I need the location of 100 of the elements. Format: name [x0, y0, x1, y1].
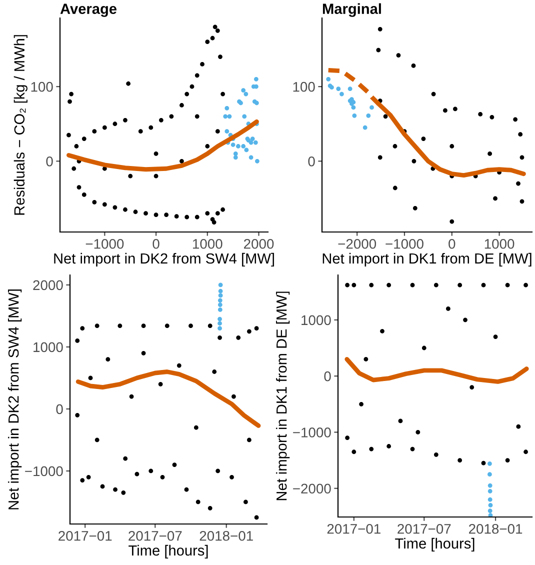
- point: [205, 40, 210, 44]
- point: [253, 140, 258, 145]
- point: [68, 99, 72, 104]
- point: [345, 436, 350, 440]
- y-tick-label: 1000: [302, 315, 331, 326]
- point: [490, 114, 494, 120]
- x-tick-label: 1000: [193, 238, 222, 249]
- point: [134, 472, 140, 476]
- point: [416, 430, 420, 434]
- point: [190, 84, 194, 89]
- point: [112, 205, 118, 210]
- point: [148, 125, 154, 130]
- point: [210, 36, 215, 40]
- point: [236, 144, 240, 148]
- y-tick-label: −1000: [25, 466, 63, 476]
- point: [72, 166, 76, 171]
- line-series: [66, 119, 259, 172]
- point: [412, 158, 416, 164]
- point: [348, 86, 352, 92]
- point: [194, 214, 200, 220]
- point: [158, 118, 164, 122]
- y-axis-title: Net import in DK1 from DE [MW]: [276, 292, 290, 500]
- point: [520, 199, 524, 204]
- point: [218, 316, 222, 322]
- y-tick-label: 1000: [34, 342, 63, 352]
- point: [524, 450, 528, 454]
- y-tick-label: 0: [324, 371, 331, 382]
- x-tick-label: 0: [152, 238, 160, 249]
- point: [82, 136, 86, 141]
- point: [244, 148, 249, 152]
- point: [218, 54, 222, 59]
- y-tick-label: −1000: [293, 428, 331, 438]
- point: [458, 458, 462, 462]
- point: [488, 497, 492, 502]
- point: [421, 136, 426, 141]
- point: [380, 328, 384, 334]
- point: [218, 288, 223, 294]
- point: [254, 515, 259, 520]
- point: [133, 210, 138, 214]
- point: [326, 76, 331, 82]
- point: [138, 129, 143, 134]
- x-tick-label: −1000: [386, 238, 424, 249]
- point: [378, 155, 382, 160]
- point: [230, 474, 234, 480]
- point: [69, 92, 74, 96]
- point: [94, 324, 100, 328]
- point: [80, 326, 85, 331]
- point: [248, 155, 254, 160]
- point: [154, 212, 158, 218]
- point: [184, 214, 190, 220]
- point: [410, 282, 415, 288]
- x-tick-label: −1000: [86, 238, 124, 249]
- point: [254, 326, 259, 331]
- point: [386, 444, 392, 448]
- point: [164, 212, 169, 218]
- point: [244, 92, 248, 96]
- point: [241, 144, 246, 148]
- point: [218, 282, 223, 288]
- x-axis-title: Time [hours]: [128, 544, 208, 559]
- point: [218, 302, 222, 307]
- point: [126, 81, 130, 86]
- point: [431, 92, 436, 96]
- point: [463, 318, 468, 322]
- y-tick-label: 0: [46, 156, 53, 166]
- point: [102, 202, 107, 207]
- point: [369, 446, 374, 452]
- point: [154, 174, 158, 178]
- point: [75, 338, 80, 343]
- point: [386, 282, 392, 288]
- point: [383, 114, 388, 119]
- point: [362, 125, 368, 130]
- point: [242, 114, 247, 119]
- point: [224, 106, 230, 110]
- point: [458, 282, 462, 288]
- point: [92, 129, 97, 134]
- chart-title: Marginal: [322, 3, 381, 17]
- point: [518, 132, 523, 137]
- point: [227, 114, 232, 119]
- point: [102, 125, 107, 130]
- point: [366, 113, 371, 118]
- point: [176, 363, 182, 368]
- point: [233, 152, 238, 156]
- x-tick-label: −2000: [338, 238, 376, 249]
- x-tick-label: 2017−01: [58, 530, 112, 541]
- point: [121, 490, 126, 495]
- point: [443, 108, 448, 113]
- point: [488, 488, 492, 494]
- x-tick-label: 2000: [244, 238, 274, 249]
- point: [88, 376, 93, 380]
- point: [352, 282, 356, 288]
- point: [450, 219, 454, 224]
- x-axis-title: Net import in DK1 from DE [MW]: [322, 252, 532, 267]
- point: [488, 152, 492, 156]
- point: [215, 28, 220, 33]
- point: [174, 214, 179, 219]
- point: [218, 335, 222, 340]
- y-axis-title: Net import in DK2 from SW4 [MW]: [8, 290, 22, 510]
- point: [378, 26, 382, 32]
- point: [94, 438, 100, 442]
- point: [212, 24, 218, 30]
